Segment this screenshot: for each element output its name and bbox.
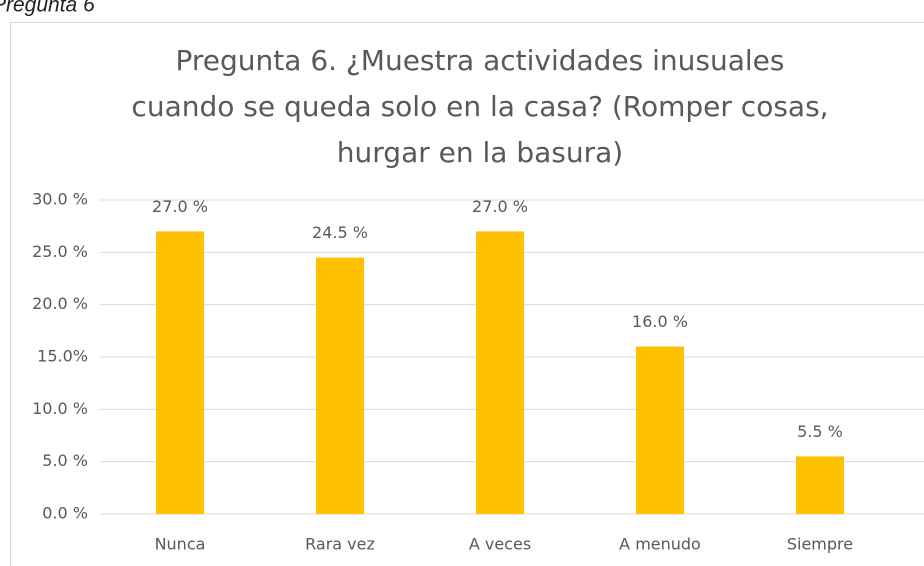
y-tick-label: 0.0 % <box>42 504 88 523</box>
data-label: 27.0 % <box>472 197 528 216</box>
data-label: 27.0 % <box>152 197 208 216</box>
data-label: 24.5 % <box>312 223 368 242</box>
x-tick-label: A veces <box>469 535 531 554</box>
bar <box>796 456 844 514</box>
chart-title: cuando se queda solo en la casa? (Romper… <box>131 90 828 123</box>
chart-title: Pregunta 6. ¿Muestra actividades inusual… <box>176 44 785 77</box>
y-tick-label: 20.0 % <box>32 294 88 313</box>
y-tick-label: 25.0 % <box>32 242 88 261</box>
y-tick-label: 10.0 % <box>32 399 88 418</box>
x-tick-label: Siempre <box>787 535 853 554</box>
y-tick-label: 15.0% <box>37 347 88 366</box>
x-tick-label: Rara vez <box>305 535 375 554</box>
y-tick-label: 5.0 % <box>42 451 88 470</box>
x-tick-label: A menudo <box>619 535 701 554</box>
bar <box>636 346 684 514</box>
bar <box>156 231 204 514</box>
bar <box>316 257 364 514</box>
data-label: 5.5 % <box>797 422 843 441</box>
caption: Pregunta 6 <box>0 0 95 17</box>
chart-title: hurgar en la basura) <box>337 136 623 169</box>
bar <box>476 231 524 514</box>
y-tick-label: 30.0 % <box>32 190 88 209</box>
x-tick-label: Nunca <box>155 535 206 554</box>
data-label: 16.0 % <box>632 312 688 331</box>
